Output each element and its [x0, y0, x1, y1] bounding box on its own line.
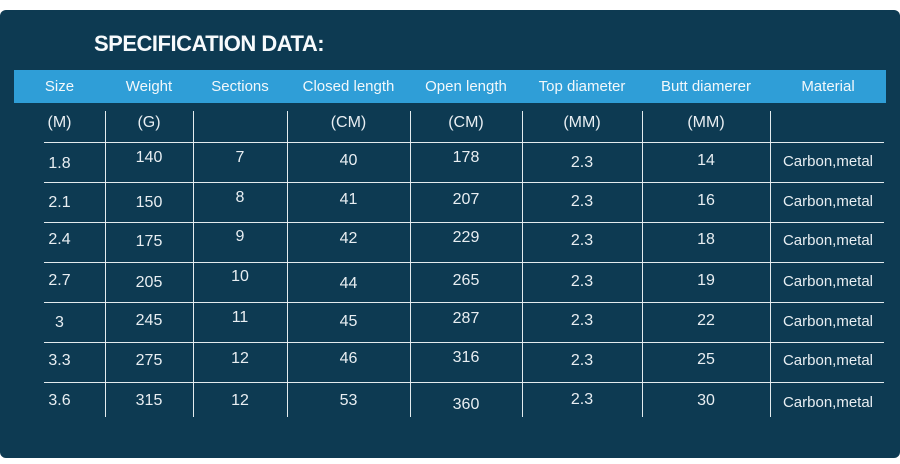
table-row: 3.6 315 12 53 360 2.3 30 Carbon,metal — [14, 382, 886, 426]
unit-top-diameter: (MM) — [563, 114, 601, 131]
grid-line-horizontal — [44, 342, 884, 343]
column-header-sections: Sections — [211, 78, 269, 95]
grid-line-horizontal — [44, 222, 884, 223]
unit-size: (M) — [47, 114, 72, 131]
cell-size: 2.7 — [48, 272, 71, 289]
cell-material: Carbon,metal — [782, 312, 874, 330]
grid-line-vertical — [522, 111, 523, 417]
cell-top-diameter: 2.3 — [570, 312, 594, 329]
cell-weight: 275 — [135, 352, 163, 369]
table-row: 2.1 150 8 41 207 2.3 16 Carbon,metal — [14, 182, 886, 222]
column-header-top-diameter: Top diameter — [538, 78, 626, 95]
grid-line-vertical — [770, 111, 771, 417]
cell-open-length: 207 — [452, 191, 480, 208]
cell-weight: 140 — [135, 149, 163, 166]
cell-sections: 9 — [235, 228, 245, 245]
cell-open-length: 265 — [452, 272, 480, 289]
grid-line-vertical — [410, 111, 411, 417]
cell-weight: 205 — [135, 274, 163, 291]
cell-weight: 315 — [135, 392, 163, 409]
unit-weight: (G) — [137, 114, 161, 131]
grid-line-vertical — [105, 111, 106, 417]
column-header-butt-diameter: Butt diamerer — [660, 78, 752, 95]
cell-size: 3.3 — [48, 352, 71, 369]
grid-line-horizontal — [44, 182, 884, 183]
grid-line-horizontal — [44, 382, 884, 383]
cell-butt-diameter: 14 — [697, 152, 715, 169]
cell-butt-diameter: 19 — [697, 272, 715, 289]
cell-closed-length: 44 — [339, 275, 358, 292]
cell-size: 2.1 — [48, 194, 71, 211]
cell-size: 3.6 — [48, 392, 71, 409]
grid-line-horizontal — [44, 262, 884, 263]
cell-size: 1.8 — [48, 155, 71, 172]
column-header-weight: Weight — [125, 78, 173, 95]
cell-butt-diameter: 25 — [697, 351, 715, 368]
grid-line-horizontal — [44, 302, 884, 303]
cell-sections: 7 — [235, 149, 245, 166]
cell-butt-diameter: 18 — [697, 231, 715, 248]
cell-weight: 150 — [135, 194, 163, 211]
cell-open-length: 229 — [452, 229, 480, 246]
cell-butt-diameter: 22 — [697, 312, 715, 329]
table-row: 3.3 275 12 46 316 2.3 25 Carbon,metal — [14, 342, 886, 382]
cell-closed-length: 41 — [339, 191, 358, 208]
cell-closed-length: 53 — [339, 392, 358, 409]
table-row: 2.4 175 9 42 229 2.3 18 Carbon,metal — [14, 222, 886, 262]
table-row: 1.8 140 7 40 178 2.3 14 Carbon,metal — [14, 142, 886, 182]
cell-material: Carbon,metal — [782, 192, 874, 210]
cell-material: Carbon,metal — [782, 231, 874, 249]
grid-line-horizontal — [44, 142, 884, 143]
cell-sections: 12 — [231, 392, 249, 409]
cell-open-length: 287 — [452, 310, 480, 327]
table-units-row: (M) (G) (CM) (CM) (MM) (MM) — [14, 104, 886, 142]
cell-closed-length: 42 — [339, 230, 358, 247]
cell-weight: 175 — [135, 233, 163, 250]
cell-top-diameter: 2.3 — [570, 352, 594, 369]
cell-sections: 12 — [231, 350, 249, 367]
cell-open-length: 360 — [452, 396, 480, 413]
cell-sections: 10 — [231, 268, 249, 285]
cell-material: Carbon,metal — [782, 152, 874, 170]
column-header-open-length: Open length — [425, 78, 507, 95]
cell-top-diameter: 2.3 — [570, 273, 594, 290]
unit-butt-diameter: (MM) — [687, 114, 725, 131]
unit-closed-length: (CM) — [330, 114, 367, 131]
column-header-material: Material — [801, 78, 855, 95]
cell-top-diameter: 2.3 — [570, 154, 594, 171]
spec-card: SPECIFICATION DATA: Size Weight Sections… — [0, 10, 900, 458]
cell-size: 3 — [55, 314, 64, 331]
grid-line-vertical — [642, 111, 643, 417]
page-title: SPECIFICATION DATA: — [94, 31, 325, 56]
cell-butt-diameter: 16 — [697, 192, 715, 209]
cell-material: Carbon,metal — [782, 272, 874, 290]
cell-butt-diameter: 30 — [697, 392, 715, 409]
cell-closed-length: 40 — [339, 152, 358, 169]
column-header-closed-length: Closed length — [302, 78, 395, 95]
cell-top-diameter: 2.3 — [570, 391, 594, 408]
cell-closed-length: 46 — [339, 350, 358, 367]
table-header-row: Size Weight Sections Closed length Open … — [14, 70, 886, 103]
cell-closed-length: 45 — [339, 313, 358, 330]
cell-open-length: 178 — [452, 149, 480, 166]
table-body: 1.8 140 7 40 178 2.3 14 Carbon,metal 2.1… — [14, 142, 886, 426]
cell-material: Carbon,metal — [782, 393, 874, 411]
grid-line-vertical — [193, 111, 194, 417]
table-row: 2.7 205 10 44 265 2.3 19 Carbon,metal — [14, 262, 886, 302]
cell-top-diameter: 2.3 — [570, 193, 594, 210]
cell-weight: 245 — [135, 312, 163, 329]
column-header-size: Size — [44, 78, 75, 95]
cell-sections: 11 — [231, 309, 249, 326]
table-row: 3 245 11 45 287 2.3 22 Carbon,metal — [14, 302, 886, 342]
cell-material: Carbon,metal — [782, 351, 874, 369]
cell-sections: 8 — [235, 189, 245, 206]
grid-line-vertical — [287, 111, 288, 417]
cell-open-length: 316 — [452, 349, 480, 366]
unit-open-length: (CM) — [448, 114, 484, 131]
cell-size: 2.4 — [48, 231, 71, 248]
cell-top-diameter: 2.3 — [570, 232, 594, 249]
